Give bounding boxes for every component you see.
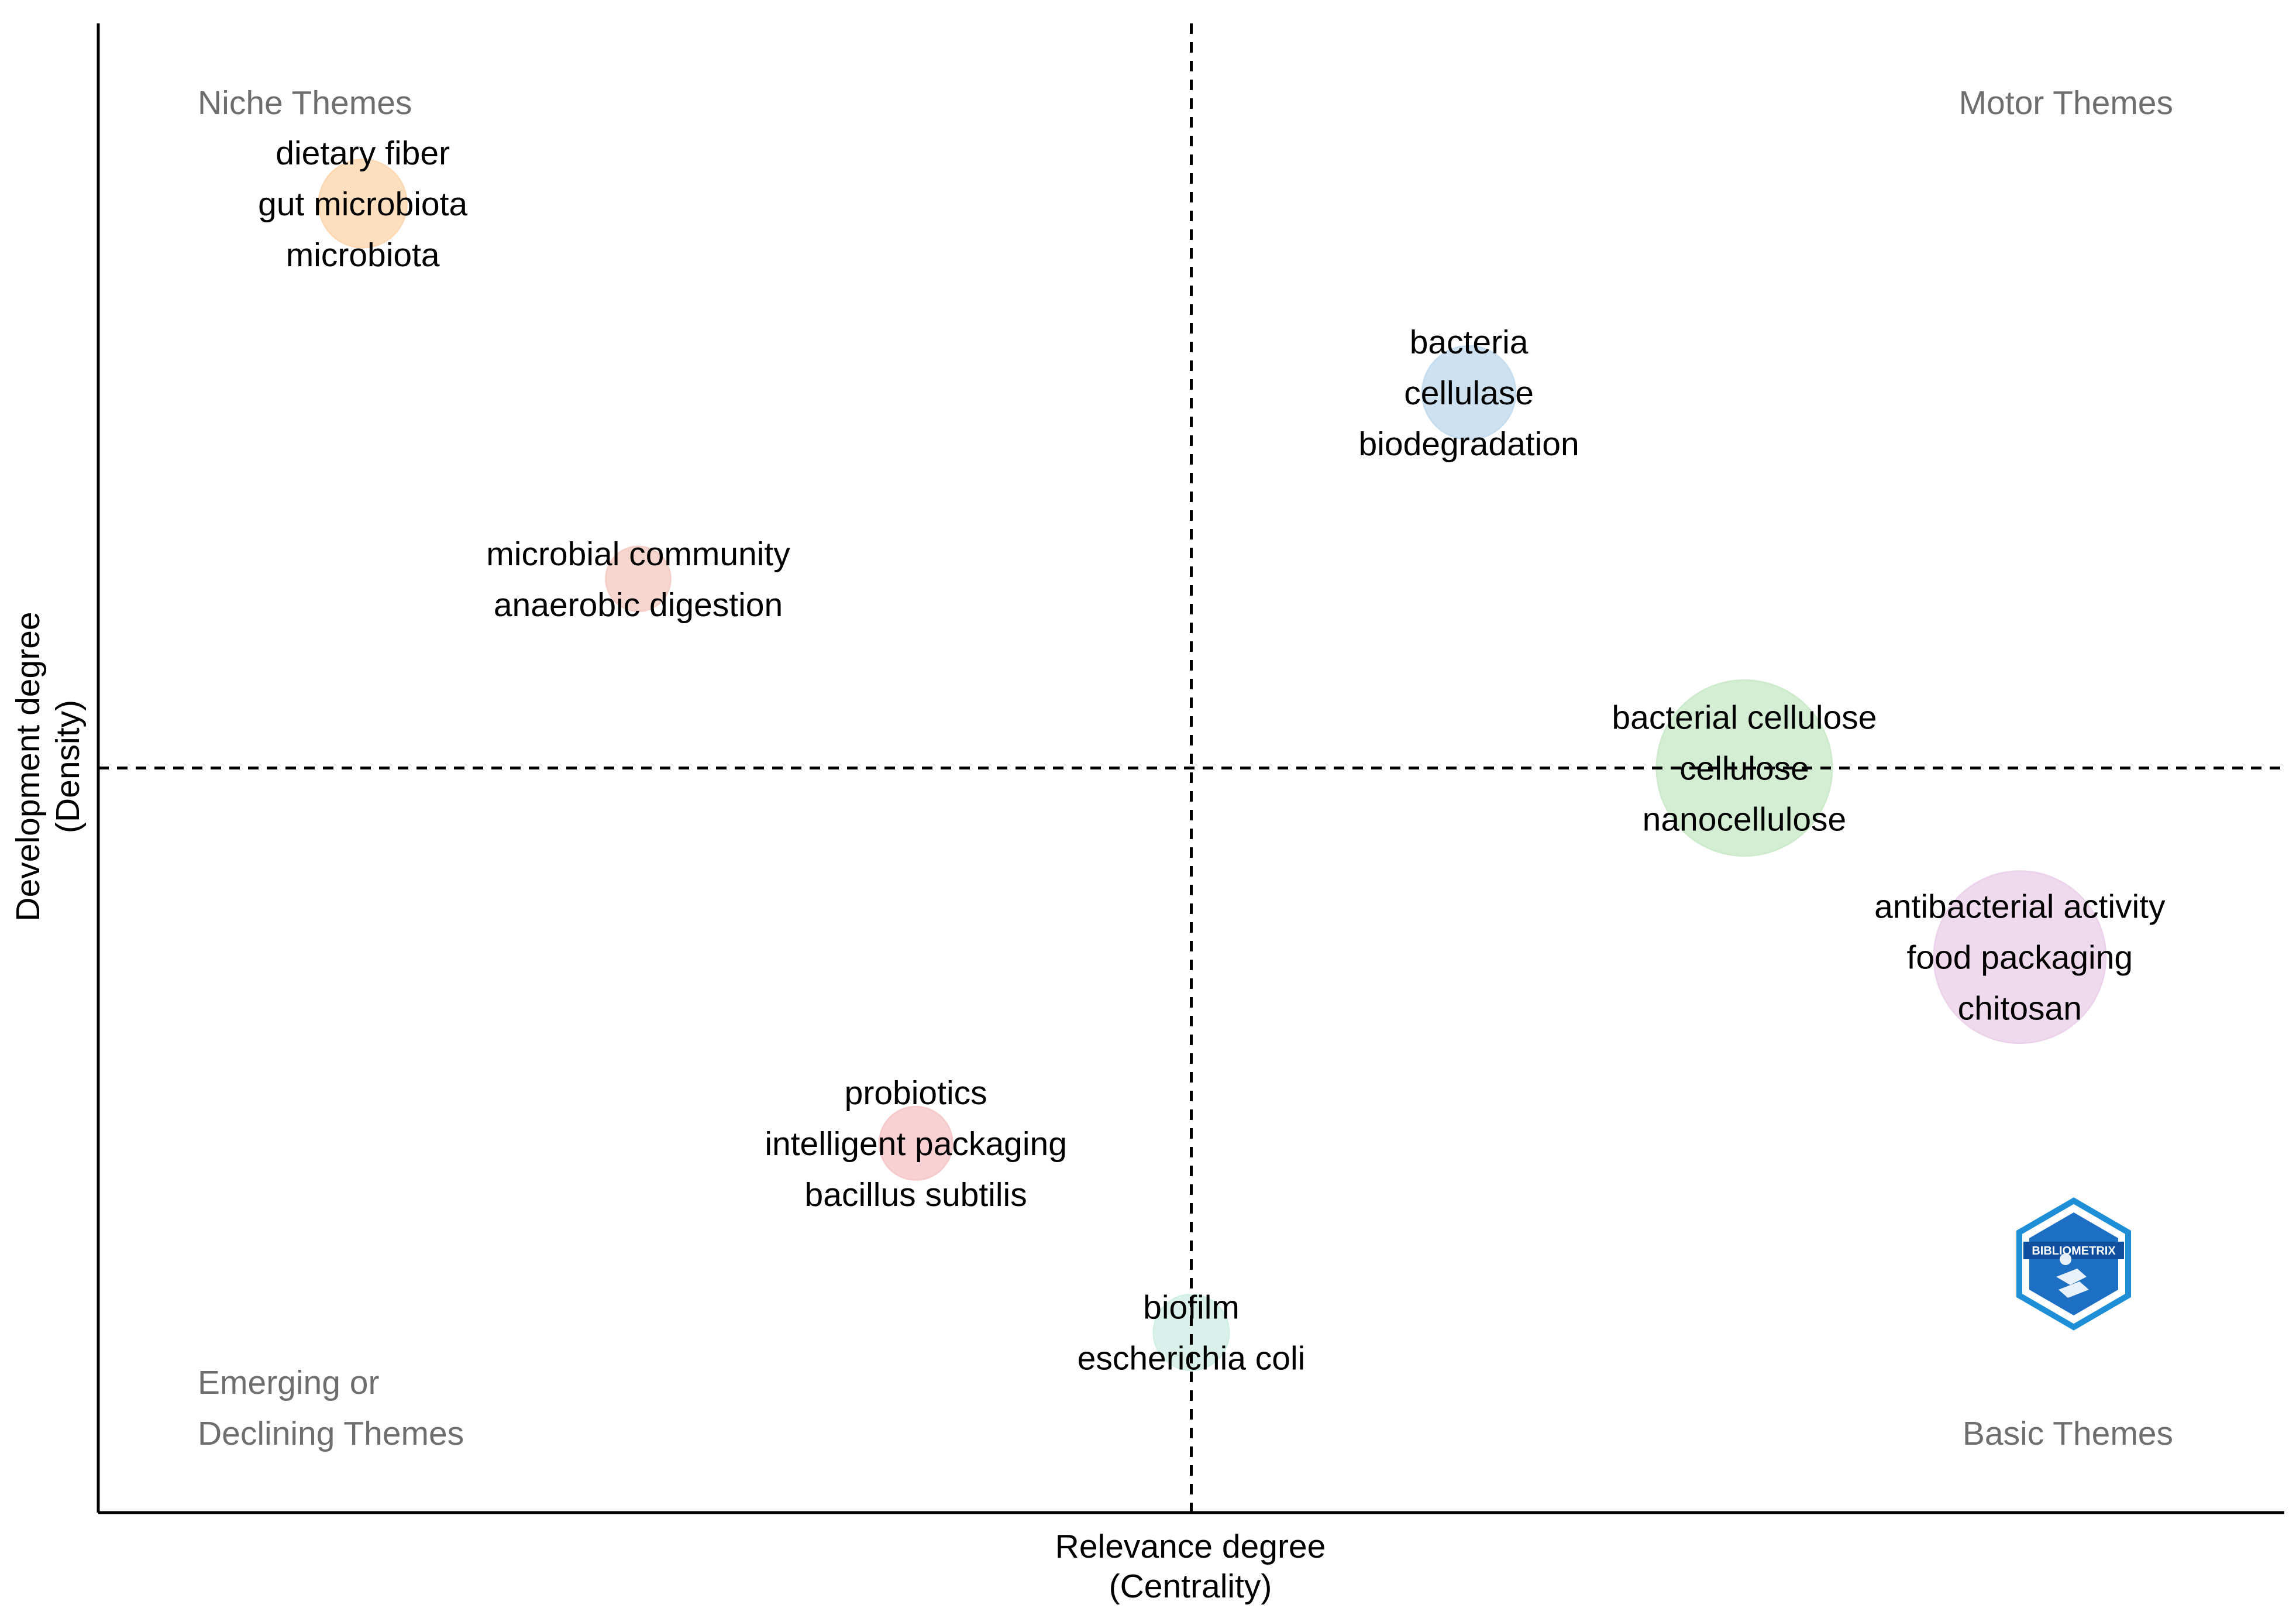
cluster-antibacterial-activity-label-1: food packaging	[1906, 939, 2133, 977]
x-axis-subtitle: (Centrality)	[1109, 1568, 1272, 1605]
cluster-bacterial-cellulose-label-2: nanocellulose	[1643, 801, 1847, 839]
cluster-antibacterial-activity-label-2: chitosan	[1958, 990, 2082, 1028]
logo-figure-icon	[2056, 1253, 2089, 1298]
cluster-antibacterial-activity-label-0: antibacterial activity	[1874, 888, 2166, 926]
bibliometrix-logo: BIBLIOMETRIX	[2016, 1197, 2131, 1331]
logo-hexagon-inner	[2029, 1212, 2118, 1315]
cluster-bacteria-label-1: cellulase	[1404, 374, 1534, 412]
cluster-biofilm-label-0: biofilm	[1143, 1289, 1240, 1327]
cluster-microbial-community-label-1: anaerobic digestion	[494, 586, 783, 624]
cluster-bacterial-cellulose-label-0: bacterial cellulose	[1612, 699, 1877, 737]
cluster-bacteria-bubble	[1421, 345, 1517, 441]
bubbles-layer	[318, 159, 2107, 1372]
cluster-dietary-fiber-label-1: gut microbiota	[258, 185, 467, 223]
quadrant-label-basic: Basic Themes	[1963, 1415, 2173, 1452]
quadrant-label-emerging-line1: Emerging or	[198, 1364, 379, 1401]
cluster-labels-layer: dietary fiber gut microbiota microbiota bac…	[258, 135, 2166, 1377]
cluster-bacteria-label-2: biodegradation	[1359, 425, 1579, 463]
cluster-probiotics-label-1: intelligent packaging	[765, 1125, 1067, 1163]
cluster-bacterial-cellulose-label-1: cellulose	[1679, 750, 1809, 788]
cluster-dietary-fiber-label-2: microbiota	[286, 236, 440, 274]
y-axis-subtitle: (Density)	[49, 700, 87, 833]
logo-text: BIBLIOMETRIX	[2032, 1245, 2116, 1257]
quadrant-label-emerging-line2: Declining Themes	[198, 1415, 464, 1452]
cluster-microbial-community-label-0: microbial community	[486, 535, 790, 573]
logo-banner	[2023, 1242, 2124, 1259]
y-axis-title-group: Development degree (Density)	[9, 611, 87, 921]
cluster-antibacterial-activity-bubble	[1933, 870, 2107, 1044]
cluster-dietary-fiber-label-0: dietary fiber	[276, 135, 450, 172]
cluster-probiotics-label-2: bacillus subtilis	[805, 1176, 1027, 1214]
cluster-bacteria-label-0: bacteria	[1410, 324, 1529, 361]
quadrant-label-niche: Niche Themes	[198, 84, 412, 122]
quadrant-label-motor: Motor Themes	[1959, 84, 2173, 122]
x-axis-title: Relevance degree	[1055, 1528, 1326, 1565]
cluster-biofilm-label-1: escherichia coli	[1078, 1340, 1306, 1377]
y-axis-title: Development degree	[9, 611, 47, 921]
cluster-dietary-fiber-bubble	[318, 159, 408, 249]
cluster-probiotics-label-0: probiotics	[845, 1074, 987, 1112]
cluster-microbial-community-bubble	[605, 545, 672, 613]
cluster-probiotics-bubble	[878, 1105, 953, 1181]
cluster-biofilm-bubble	[1152, 1293, 1230, 1372]
